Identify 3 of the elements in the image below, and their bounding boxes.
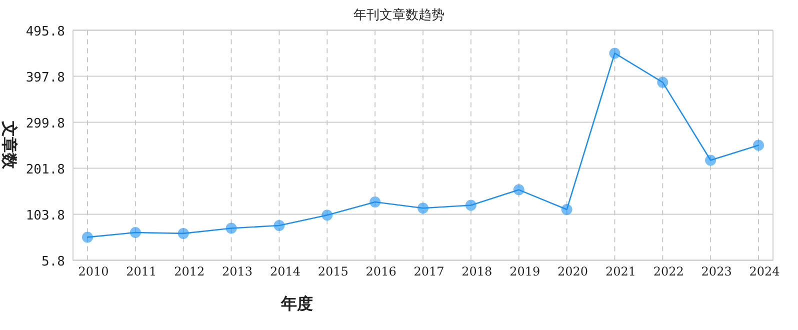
title: 年刊文章数趋势 [354,8,444,23]
xlabel: 年度 [281,294,313,313]
ylabel: 文章数 [0,121,19,169]
